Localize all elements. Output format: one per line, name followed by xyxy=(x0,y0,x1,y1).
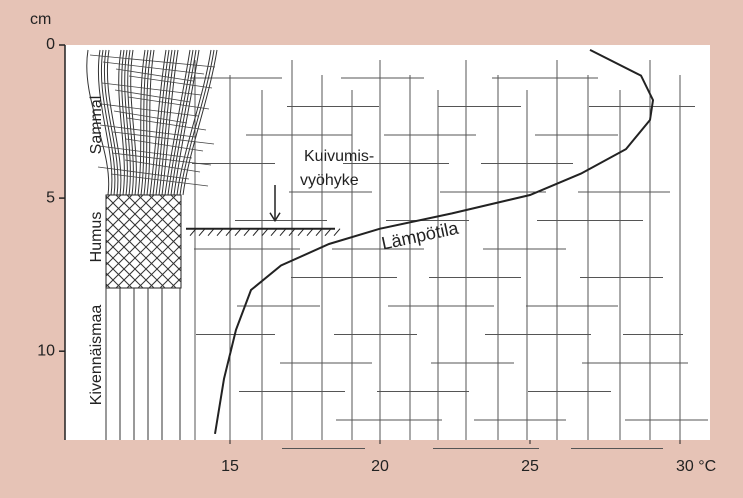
y-tick-label: 5 xyxy=(46,189,55,206)
chart: cm 0 5 10 15 20 25 30 °C Sammal Humus Kivennäisma… xyxy=(0,0,743,493)
y-tick-label: 0 xyxy=(46,36,55,53)
layer-label: Kivennäismaa xyxy=(88,305,105,406)
x-tick-label: 15 xyxy=(221,458,239,475)
y-tick-label: 10 xyxy=(37,342,55,359)
x-tick-label: 20 xyxy=(371,458,389,475)
y-axis-label: cm xyxy=(30,11,51,28)
layer-label: Sammal xyxy=(88,96,105,155)
dry-zone-label: Kuivumis- xyxy=(304,148,374,165)
dry-zone-label: vyöhyke xyxy=(300,172,359,189)
x-tick-label: 25 xyxy=(521,458,539,475)
layer-label: Humus xyxy=(88,212,105,263)
x-tick-label: 30 °C xyxy=(676,458,716,475)
